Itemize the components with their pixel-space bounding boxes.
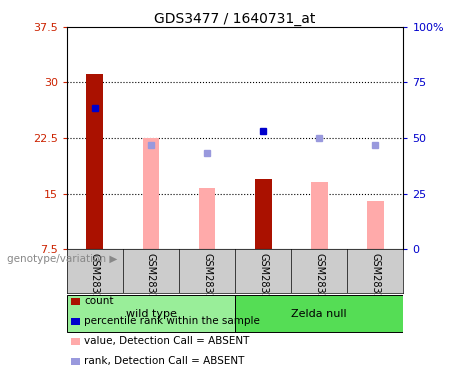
Text: GSM283124: GSM283124	[202, 253, 212, 312]
Text: genotype/variation ▶: genotype/variation ▶	[7, 254, 117, 264]
Text: GSM283122: GSM283122	[90, 253, 100, 312]
Bar	[311, 182, 328, 249]
Bar	[199, 188, 215, 249]
Bar	[142, 138, 160, 249]
Bar	[87, 74, 103, 249]
Bar	[255, 179, 272, 249]
Text: rank, Detection Call = ABSENT: rank, Detection Call = ABSENT	[84, 356, 245, 366]
Bar	[235, 295, 403, 332]
Title: GDS3477 / 1640731_at: GDS3477 / 1640731_at	[154, 12, 316, 26]
Text: count: count	[84, 296, 114, 306]
Bar	[67, 295, 235, 332]
Text: GSM283120: GSM283120	[314, 253, 324, 312]
Text: GSM283119: GSM283119	[258, 253, 268, 312]
Text: value, Detection Call = ABSENT: value, Detection Call = ABSENT	[84, 336, 250, 346]
Text: Zelda null: Zelda null	[291, 309, 347, 319]
Text: wild type: wild type	[125, 309, 177, 319]
Text: percentile rank within the sample: percentile rank within the sample	[84, 316, 260, 326]
Bar	[367, 201, 384, 249]
Text: GSM283121: GSM283121	[370, 253, 380, 312]
Text: GSM283123: GSM283123	[146, 253, 156, 312]
